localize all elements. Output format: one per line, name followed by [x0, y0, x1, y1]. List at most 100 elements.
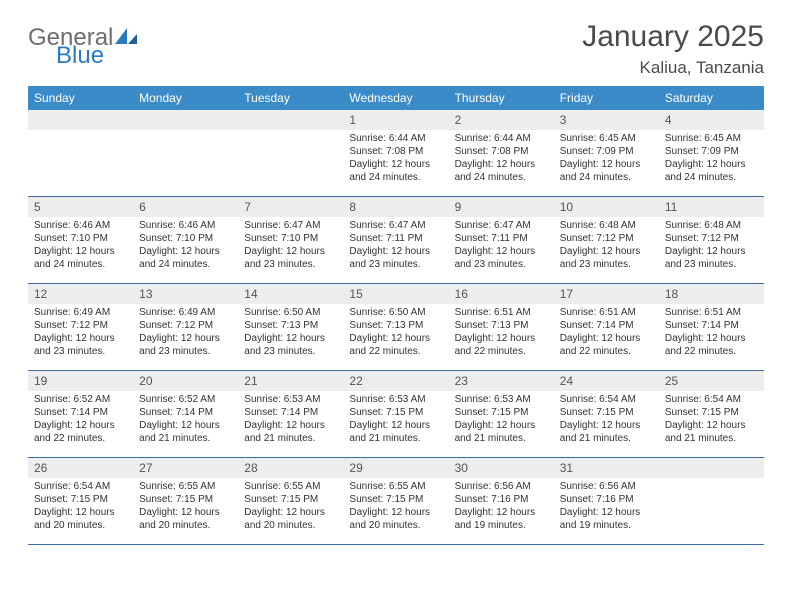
day-number: 23 [449, 371, 554, 391]
day-body: Sunrise: 6:51 AMSunset: 7:14 PMDaylight:… [554, 304, 659, 362]
daylight-text: Daylight: 12 hours and 23 minutes. [455, 245, 548, 271]
day-cell: 11Sunrise: 6:48 AMSunset: 7:12 PMDayligh… [659, 197, 764, 283]
day-cell: 16Sunrise: 6:51 AMSunset: 7:13 PMDayligh… [449, 284, 554, 370]
sunrise-text: Sunrise: 6:55 AM [139, 480, 232, 493]
brand-part2: Blue [56, 44, 139, 68]
day-number [238, 110, 343, 130]
weekday-header: Tuesday [238, 86, 343, 110]
daynum-row: 27 [133, 458, 238, 478]
sunset-text: Sunset: 7:15 PM [665, 406, 758, 419]
day-number: 2 [449, 110, 554, 130]
day-body: Sunrise: 6:55 AMSunset: 7:15 PMDaylight:… [238, 478, 343, 536]
day-number [659, 458, 764, 478]
daynum-row: 4 [659, 110, 764, 130]
day-cell [659, 458, 764, 544]
day-cell: 22Sunrise: 6:53 AMSunset: 7:15 PMDayligh… [343, 371, 448, 457]
daylight-text: Daylight: 12 hours and 24 minutes. [665, 158, 758, 184]
day-body: Sunrise: 6:55 AMSunset: 7:15 PMDaylight:… [343, 478, 448, 536]
day-body: Sunrise: 6:48 AMSunset: 7:12 PMDaylight:… [554, 217, 659, 275]
sunrise-text: Sunrise: 6:53 AM [244, 393, 337, 406]
sunset-text: Sunset: 7:15 PM [349, 493, 442, 506]
day-cell: 3Sunrise: 6:45 AMSunset: 7:09 PMDaylight… [554, 110, 659, 196]
day-body: Sunrise: 6:44 AMSunset: 7:08 PMDaylight:… [343, 130, 448, 188]
daynum-row: 2 [449, 110, 554, 130]
day-number: 1 [343, 110, 448, 130]
day-number: 11 [659, 197, 764, 217]
sunset-text: Sunset: 7:14 PM [665, 319, 758, 332]
sunset-text: Sunset: 7:14 PM [244, 406, 337, 419]
daynum-row: 16 [449, 284, 554, 304]
daynum-row: 20 [133, 371, 238, 391]
sunset-text: Sunset: 7:15 PM [455, 406, 548, 419]
location-label: Kaliua, Tanzania [582, 58, 764, 78]
day-body: Sunrise: 6:49 AMSunset: 7:12 PMDaylight:… [28, 304, 133, 362]
day-body: Sunrise: 6:46 AMSunset: 7:10 PMDaylight:… [133, 217, 238, 275]
day-cell: 12Sunrise: 6:49 AMSunset: 7:12 PMDayligh… [28, 284, 133, 370]
day-body: Sunrise: 6:56 AMSunset: 7:16 PMDaylight:… [554, 478, 659, 536]
sunset-text: Sunset: 7:12 PM [560, 232, 653, 245]
day-number: 10 [554, 197, 659, 217]
week-row: 19Sunrise: 6:52 AMSunset: 7:14 PMDayligh… [28, 371, 764, 458]
daynum-row: 6 [133, 197, 238, 217]
day-cell: 25Sunrise: 6:54 AMSunset: 7:15 PMDayligh… [659, 371, 764, 457]
daynum-row: 3 [554, 110, 659, 130]
day-cell: 2Sunrise: 6:44 AMSunset: 7:08 PMDaylight… [449, 110, 554, 196]
day-cell [133, 110, 238, 196]
day-cell: 30Sunrise: 6:56 AMSunset: 7:16 PMDayligh… [449, 458, 554, 544]
day-number: 13 [133, 284, 238, 304]
daynum-row: 15 [343, 284, 448, 304]
day-number [28, 110, 133, 130]
sunset-text: Sunset: 7:10 PM [139, 232, 232, 245]
daylight-text: Daylight: 12 hours and 23 minutes. [34, 332, 127, 358]
daylight-text: Daylight: 12 hours and 22 minutes. [34, 419, 127, 445]
sunset-text: Sunset: 7:08 PM [455, 145, 548, 158]
daylight-text: Daylight: 12 hours and 22 minutes. [349, 332, 442, 358]
sunrise-text: Sunrise: 6:54 AM [560, 393, 653, 406]
day-number: 7 [238, 197, 343, 217]
day-cell: 7Sunrise: 6:47 AMSunset: 7:10 PMDaylight… [238, 197, 343, 283]
daynum-row: 17 [554, 284, 659, 304]
day-cell: 28Sunrise: 6:55 AMSunset: 7:15 PMDayligh… [238, 458, 343, 544]
day-cell: 24Sunrise: 6:54 AMSunset: 7:15 PMDayligh… [554, 371, 659, 457]
day-cell: 18Sunrise: 6:51 AMSunset: 7:14 PMDayligh… [659, 284, 764, 370]
sunset-text: Sunset: 7:15 PM [34, 493, 127, 506]
weekday-header: Wednesday [343, 86, 448, 110]
daynum-row [238, 110, 343, 130]
day-number: 22 [343, 371, 448, 391]
sunset-text: Sunset: 7:15 PM [244, 493, 337, 506]
week-row: 26Sunrise: 6:54 AMSunset: 7:15 PMDayligh… [28, 458, 764, 545]
sunrise-text: Sunrise: 6:55 AM [349, 480, 442, 493]
daynum-row: 22 [343, 371, 448, 391]
day-number: 16 [449, 284, 554, 304]
daylight-text: Daylight: 12 hours and 21 minutes. [665, 419, 758, 445]
daylight-text: Daylight: 12 hours and 22 minutes. [455, 332, 548, 358]
day-body: Sunrise: 6:56 AMSunset: 7:16 PMDaylight:… [449, 478, 554, 536]
day-body: Sunrise: 6:49 AMSunset: 7:12 PMDaylight:… [133, 304, 238, 362]
weekday-header: Saturday [659, 86, 764, 110]
daylight-text: Daylight: 12 hours and 21 minutes. [560, 419, 653, 445]
sunrise-text: Sunrise: 6:46 AM [34, 219, 127, 232]
day-cell: 9Sunrise: 6:47 AMSunset: 7:11 PMDaylight… [449, 197, 554, 283]
sunset-text: Sunset: 7:10 PM [34, 232, 127, 245]
day-number: 24 [554, 371, 659, 391]
sunset-text: Sunset: 7:14 PM [139, 406, 232, 419]
day-cell: 5Sunrise: 6:46 AMSunset: 7:10 PMDaylight… [28, 197, 133, 283]
day-cell: 14Sunrise: 6:50 AMSunset: 7:13 PMDayligh… [238, 284, 343, 370]
daynum-row [133, 110, 238, 130]
daylight-text: Daylight: 12 hours and 22 minutes. [560, 332, 653, 358]
day-number [133, 110, 238, 130]
day-number: 19 [28, 371, 133, 391]
sunrise-text: Sunrise: 6:54 AM [34, 480, 127, 493]
sunrise-text: Sunrise: 6:45 AM [665, 132, 758, 145]
day-cell: 15Sunrise: 6:50 AMSunset: 7:13 PMDayligh… [343, 284, 448, 370]
daynum-row: 23 [449, 371, 554, 391]
week-row: 5Sunrise: 6:46 AMSunset: 7:10 PMDaylight… [28, 197, 764, 284]
week-row: 12Sunrise: 6:49 AMSunset: 7:12 PMDayligh… [28, 284, 764, 371]
daylight-text: Daylight: 12 hours and 19 minutes. [455, 506, 548, 532]
weekday-header: Thursday [449, 86, 554, 110]
day-body: Sunrise: 6:45 AMSunset: 7:09 PMDaylight:… [554, 130, 659, 188]
daylight-text: Daylight: 12 hours and 21 minutes. [455, 419, 548, 445]
day-body: Sunrise: 6:54 AMSunset: 7:15 PMDaylight:… [659, 391, 764, 449]
sunset-text: Sunset: 7:09 PM [665, 145, 758, 158]
sunset-text: Sunset: 7:08 PM [349, 145, 442, 158]
